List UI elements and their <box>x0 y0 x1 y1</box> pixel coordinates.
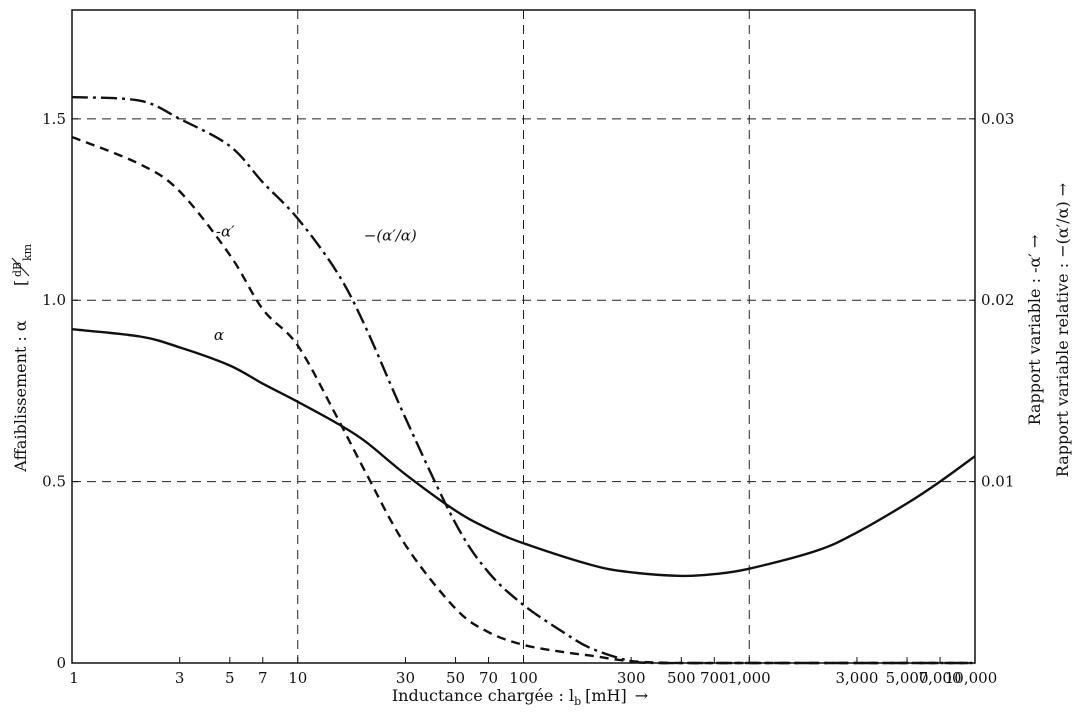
gridlines <box>72 10 975 663</box>
series-alpha-line <box>71 328 976 578</box>
series-lines <box>71 95 976 665</box>
x-axis-title-sub: b <box>574 695 581 708</box>
y-axis-left-unit-slash <box>11 257 30 277</box>
y-right-tick-label: 0.02 <box>981 291 1014 309</box>
y-right-tick-label: 0.03 <box>981 110 1014 128</box>
x-tick-label: 50 <box>446 669 465 687</box>
x-tick-label: 500 <box>667 669 696 687</box>
x-tick-label: 1,000 <box>728 669 771 687</box>
x-tick-label: 3,000 <box>835 669 878 687</box>
y-left-tick-label: 1.5 <box>42 110 66 128</box>
x-tick-label: 70 <box>479 669 498 687</box>
x-tick-label: 5,000 <box>886 669 929 687</box>
x-tick-label: 7 <box>258 669 268 687</box>
x-tick-label: 1 <box>69 669 79 687</box>
y-axis-right-ticks: 0.01 0.02 0.03 <box>969 110 1014 491</box>
curve-labels: α -α′ −(α′/α) <box>214 223 417 344</box>
x-tick-label: 3 <box>175 669 185 687</box>
x-axis-ticks: 1 3 5 7 10 30 50 70 100 300 500 700 1,000 3,000 5,0007… <box>69 657 997 687</box>
y-left-tick-label: 0.5 <box>42 473 66 491</box>
x-axis-title-arrow: → <box>635 686 648 705</box>
x-tick-label: 100 <box>509 669 538 687</box>
x-axis-title: Inductance chargée : lb [mH] → <box>392 686 648 708</box>
y-axis-left-title: Affaiblissement : α <box>11 320 30 473</box>
x-tick-label: 5 <box>225 669 235 687</box>
curve-label: -α′ <box>216 223 235 241</box>
x-axis-title-main: Inductance chargée : l <box>392 686 574 705</box>
x-tick-label: 700 <box>700 669 729 687</box>
x-tick-label: 300 <box>617 669 646 687</box>
x-tick-label: 30 <box>396 669 415 687</box>
curve-label: α <box>214 326 224 344</box>
x-tick-label: 7,000 <box>919 669 962 687</box>
y-axis-left-unit-den: km <box>21 243 34 261</box>
x-tick-label: 10 <box>288 669 307 687</box>
series-relative-line <box>71 95 975 665</box>
y-axis-right-title-2: Rapport variable relative : −(α′/α) → <box>1053 183 1072 477</box>
x-tick-label: 10,000 <box>945 669 998 687</box>
y-right-tick-label: 0.01 <box>981 473 1014 491</box>
y-axis-left-unit-bracket: [ <box>11 280 30 286</box>
y-axis-right-title-1: Rapport variable : -α′ → <box>1025 235 1044 426</box>
y-axis-left-unit-num: dB <box>11 262 24 277</box>
series-alpha-prime-line <box>71 135 975 665</box>
curve-label: −(α′/α) <box>364 227 417 245</box>
y-axis-left-ticks: 0 0.5 1.0 1.5 <box>42 110 78 672</box>
y-left-tick-label: 0 <box>56 654 66 672</box>
y-left-tick-label: 1.0 <box>42 291 66 309</box>
x-axis-title-unit: [mH] <box>585 686 627 705</box>
